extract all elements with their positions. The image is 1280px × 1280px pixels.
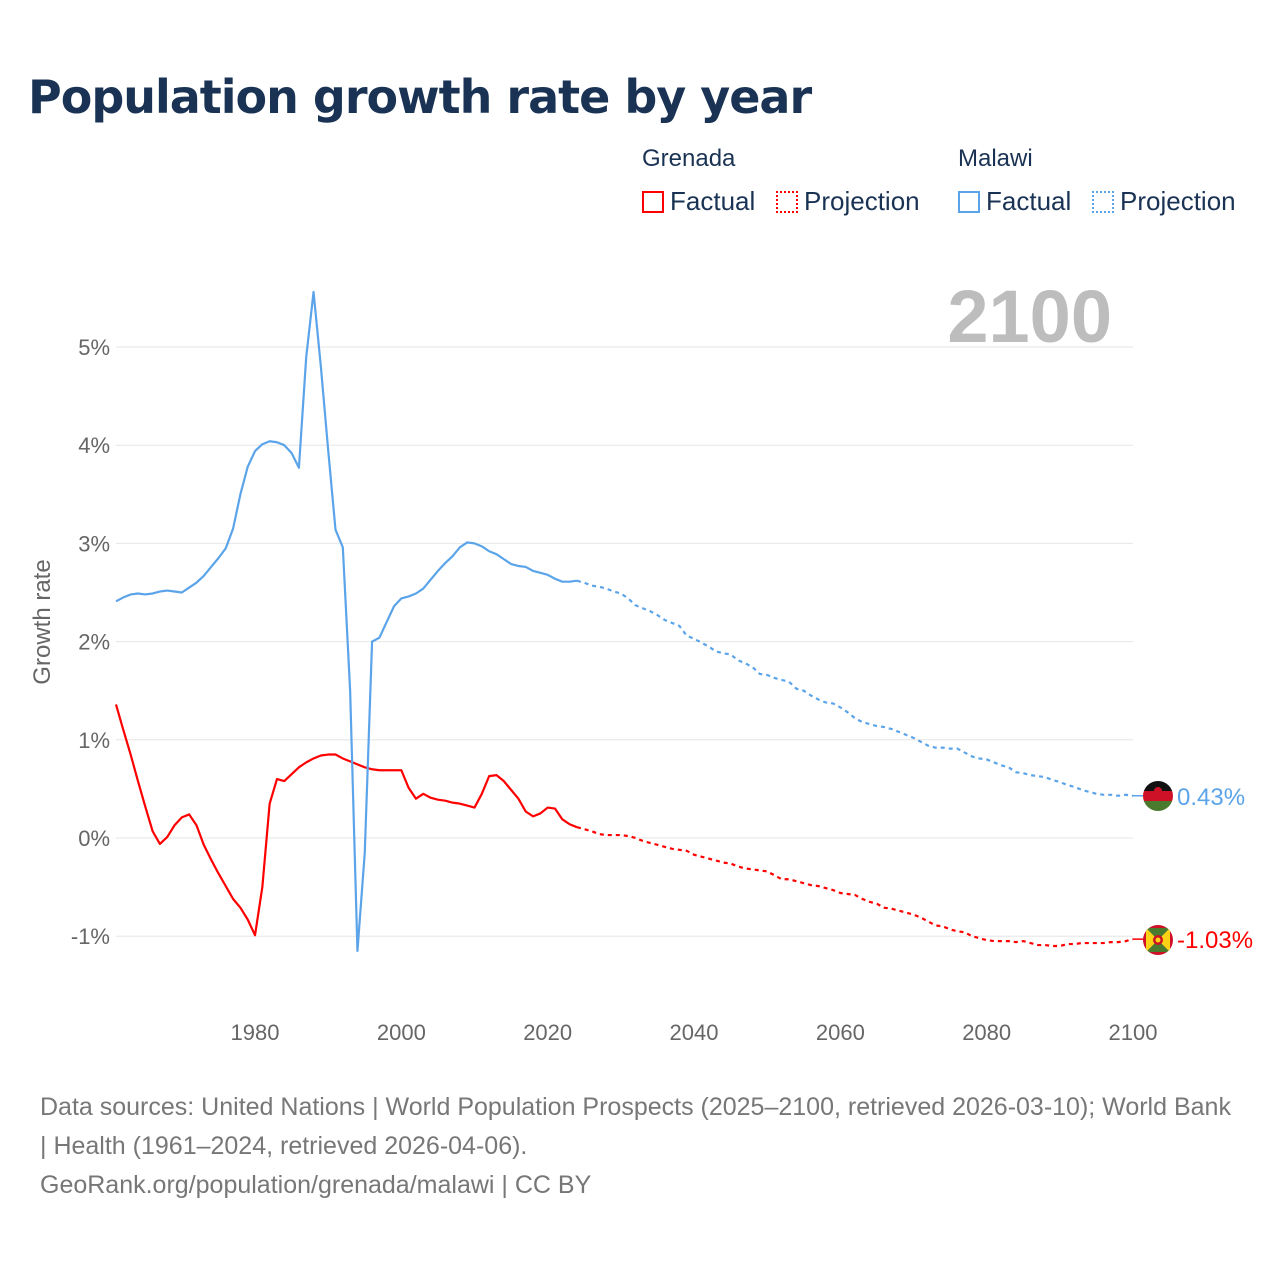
- legend-grenada-factual[interactable]: Factual: [642, 186, 755, 217]
- y-tick-label: 3%: [78, 531, 110, 556]
- y-axis-label: Growth rate: [29, 559, 56, 684]
- grenada-factual-line: [114, 704, 578, 937]
- y-tick-label: 1%: [78, 728, 110, 753]
- malawi-flag-icon: [1143, 781, 1173, 811]
- y-tick-label: -1%: [71, 924, 110, 949]
- year-label: 2100: [947, 275, 1112, 358]
- x-tick-label: 2080: [962, 1020, 1011, 1045]
- legend-label: Factual: [986, 186, 1072, 216]
- legend-swatch: [776, 190, 798, 213]
- y-tick-label: 5%: [78, 335, 110, 360]
- y-tick-label: 4%: [78, 433, 110, 458]
- y-tick-label: 0%: [78, 826, 110, 851]
- legend-label: Factual: [670, 186, 756, 216]
- data-sources: Data sources: United Nations | World Pop…: [40, 1093, 1231, 1160]
- chart-title: Population growth rate by year: [28, 70, 812, 124]
- grenada-flag-icon: [1143, 925, 1173, 955]
- legend-swatch: [642, 190, 664, 213]
- malawi-end-label: 0.43%: [1177, 784, 1245, 811]
- grenada-projection-line: [576, 826, 1134, 948]
- legend-malawi-factual[interactable]: Factual: [958, 186, 1071, 217]
- malawi-factual-line: [115, 290, 578, 953]
- legend-grenada-projection[interactable]: Projection: [776, 186, 920, 217]
- legend-group-malawi: Malawi: [958, 145, 1033, 172]
- credit-link[interactable]: GeoRank.org/population/grenada/malawi | …: [40, 1171, 592, 1199]
- grenada-end-label: -1.03%: [1177, 927, 1253, 954]
- y-tick-label: 2%: [78, 630, 110, 655]
- legend-swatch: [1092, 190, 1114, 213]
- x-tick-label: 2020: [523, 1020, 572, 1045]
- x-tick-label: 2100: [1109, 1020, 1158, 1045]
- legend-malawi-projection[interactable]: Projection: [1092, 186, 1236, 217]
- legend-label: Projection: [804, 186, 920, 216]
- x-tick-label: 2000: [377, 1020, 426, 1045]
- legend-group-grenada: Grenada: [642, 145, 736, 172]
- legend-swatch: [958, 190, 980, 213]
- footer: Data sources: United Nations | World Pop…: [40, 1088, 1240, 1205]
- malawi-projection-line: [576, 579, 1134, 797]
- x-tick-label: 1980: [231, 1020, 280, 1045]
- x-tick-label: 2040: [670, 1020, 719, 1045]
- legend-label: Projection: [1120, 186, 1236, 216]
- x-tick-label: 2060: [816, 1020, 865, 1045]
